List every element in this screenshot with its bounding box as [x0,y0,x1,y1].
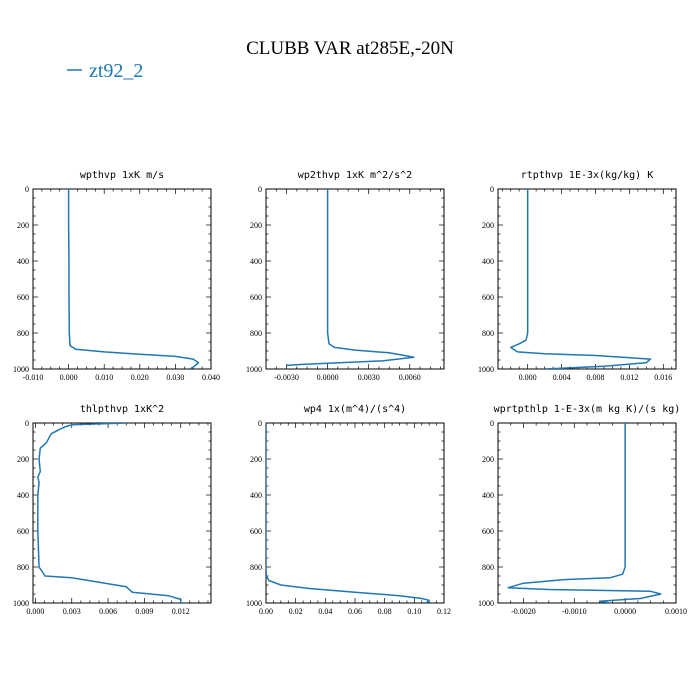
y-tick-label: 200 [250,455,262,464]
y-tick-label: 1000 [246,365,262,374]
x-tick-label: 0.08 [378,607,392,616]
x-tick-label: 0.10 [407,607,421,616]
x-tick-label: 0.04 [318,607,332,616]
y-tick-label: 0 [490,185,494,194]
x-tick-label: 0.0030 [358,373,380,382]
x-tick-label: 0.004 [553,373,571,382]
y-tick-label: 200 [17,221,29,230]
x-tick-label: 0.006 [99,607,117,616]
figure-title: CLUBB VAR at285E,-20N [246,38,454,59]
y-tick-label: 400 [482,491,494,500]
plot-frame [497,422,677,604]
y-tick-label: 600 [482,527,494,536]
y-tick-label: 1000 [478,365,494,374]
x-tick-label: 0.020 [131,373,149,382]
y-tick-label: 200 [482,221,494,230]
x-tick-label: 0.12 [437,607,451,616]
y-tick-label: 0 [258,185,262,194]
x-tick-label: 0.0000 [614,607,636,616]
y-tick-label: 800 [482,563,494,572]
y-tick-label: 400 [17,257,29,266]
y-tick-label: 800 [250,563,262,572]
y-tick-label: 0 [490,419,494,428]
y-tick-label: 800 [17,563,29,572]
panel-title: wpthvp 1xK m/s [80,170,164,181]
x-tick-label: 0.000 [26,607,44,616]
panel-2: wp2thvp 1xK m^2/s^2 0 200 400 600 800 1000 -0.0… [246,170,445,382]
x-tick-label: 0.003 [63,607,81,616]
x-tick-label: 0.016 [654,373,672,382]
x-tick-label: -0.0010 [562,607,587,616]
x-tick-label: -0.0030 [274,373,299,382]
y-tick-label: 400 [17,491,29,500]
y-tick-label: 0 [25,419,29,428]
panel-6: wprtpthlp 1-E-3x(m kg K)/(s kg)0 200 400 60… [478,404,687,616]
panel-title: wprtpthlp 1-E-3x(m kg K)/(s kg) [494,404,681,415]
y-tick-label: 400 [250,491,262,500]
series-line [37,423,182,603]
plot-frame [32,188,212,370]
y-tick-label: 600 [17,527,29,536]
x-tick-label: 0.040 [202,373,220,382]
legend: zt92_2 [67,60,143,82]
y-tick-label: 200 [250,221,262,230]
y-tick-label: 1000 [13,599,29,608]
x-tick-label: 0.030 [166,373,184,382]
series-line [67,189,200,369]
y-tick-label: 400 [250,257,262,266]
x-tick-label: 0.000 [519,373,537,382]
x-tick-label: 0.012 [620,373,638,382]
x-tick-label: -0.010 [23,373,44,382]
series-line [286,189,415,367]
y-tick-label: 800 [482,329,494,338]
y-tick-label: 600 [250,527,262,536]
panel-title: wp4 1x(m^4)/(s^4) [304,404,406,415]
y-tick-label: 600 [482,293,494,302]
panel-1: wpthvp 1xK m/s 0 200 400 600 800 1000-0.010 0.0… [13,170,220,382]
y-tick-label: 1000 [478,599,494,608]
x-tick-label: 0.000 [60,373,78,382]
x-tick-label: 0.008 [586,373,604,382]
x-tick-label: 0.012 [172,607,190,616]
plot-frame [32,422,212,604]
plot-frame [265,188,445,370]
y-tick-label: 600 [17,293,29,302]
series-line [509,189,652,369]
y-tick-label: 0 [258,419,262,428]
panel-title: rtpthvp 1E-3x(kg/kg) K [521,170,653,181]
y-tick-label: 800 [250,329,262,338]
y-tick-label: 1000 [13,365,29,374]
x-tick-label: 0.010 [95,373,113,382]
y-tick-label: 0 [25,185,29,194]
x-tick-label: 0.0000 [317,373,339,382]
plot-frame [497,188,677,370]
x-tick-label: 0.0010 [665,607,687,616]
x-tick-label: -0.0020 [511,607,536,616]
x-tick-label: 0.02 [289,607,303,616]
x-tick-label: 0.00 [259,607,273,616]
y-tick-label: 800 [17,329,29,338]
x-tick-label: 0.0060 [399,373,421,382]
panel-3: rtpthvp 1E-3x(kg/kg) K 0 200 400 600 800 1000 0… [478,170,677,382]
y-tick-label: 400 [482,257,494,266]
legend-label: zt92_2 [89,60,143,82]
x-tick-label: 0.06 [348,607,362,616]
y-tick-label: 1000 [246,599,262,608]
plot-frame [265,422,445,604]
y-tick-label: 600 [250,293,262,302]
y-tick-label: 200 [482,455,494,464]
series-line [507,423,662,603]
series-line [266,423,430,603]
x-tick-label: 0.009 [135,607,153,616]
panel-title: wp2thvp 1xK m^2/s^2 [298,170,412,181]
y-tick-label: 200 [17,455,29,464]
panel-title: thlpthvp 1xK^2 [80,404,164,415]
